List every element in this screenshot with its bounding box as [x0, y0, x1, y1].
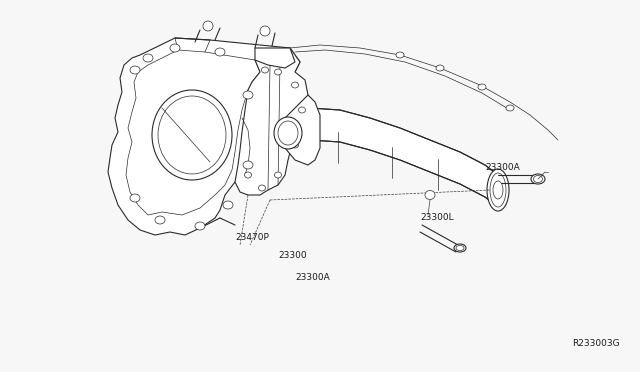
Ellipse shape	[275, 172, 282, 178]
Ellipse shape	[490, 173, 506, 207]
Ellipse shape	[243, 161, 253, 169]
Ellipse shape	[243, 91, 253, 99]
Ellipse shape	[170, 44, 180, 52]
Text: 23300L: 23300L	[420, 214, 454, 222]
Ellipse shape	[478, 84, 486, 90]
Text: 23470P: 23470P	[235, 234, 269, 243]
Ellipse shape	[155, 216, 165, 224]
Ellipse shape	[493, 181, 503, 199]
Polygon shape	[235, 48, 308, 195]
Ellipse shape	[195, 222, 205, 230]
Ellipse shape	[456, 246, 464, 250]
Circle shape	[260, 26, 270, 36]
Ellipse shape	[130, 66, 140, 74]
Ellipse shape	[298, 107, 305, 113]
Text: 23300A: 23300A	[295, 273, 330, 282]
Ellipse shape	[244, 172, 252, 178]
Polygon shape	[283, 95, 320, 165]
Ellipse shape	[436, 65, 444, 71]
Polygon shape	[108, 38, 300, 235]
Ellipse shape	[291, 82, 298, 88]
Ellipse shape	[130, 194, 140, 202]
Ellipse shape	[396, 52, 404, 58]
Ellipse shape	[143, 54, 153, 62]
Ellipse shape	[454, 244, 466, 252]
Ellipse shape	[158, 96, 226, 174]
Ellipse shape	[152, 90, 232, 180]
Ellipse shape	[425, 190, 435, 199]
Ellipse shape	[215, 48, 225, 56]
Circle shape	[203, 21, 213, 31]
Ellipse shape	[278, 121, 298, 145]
Ellipse shape	[262, 67, 269, 73]
Ellipse shape	[275, 69, 282, 75]
Text: 23300: 23300	[278, 250, 307, 260]
Ellipse shape	[291, 142, 298, 148]
Ellipse shape	[274, 117, 302, 149]
Ellipse shape	[259, 185, 266, 191]
Ellipse shape	[534, 176, 543, 183]
Ellipse shape	[506, 105, 514, 111]
Polygon shape	[126, 50, 260, 215]
Ellipse shape	[487, 169, 509, 211]
Ellipse shape	[531, 174, 545, 184]
Text: 23300A: 23300A	[485, 164, 520, 173]
Polygon shape	[255, 48, 295, 68]
Ellipse shape	[223, 201, 233, 209]
Polygon shape	[285, 108, 498, 207]
Text: R233003G: R233003G	[572, 339, 620, 348]
